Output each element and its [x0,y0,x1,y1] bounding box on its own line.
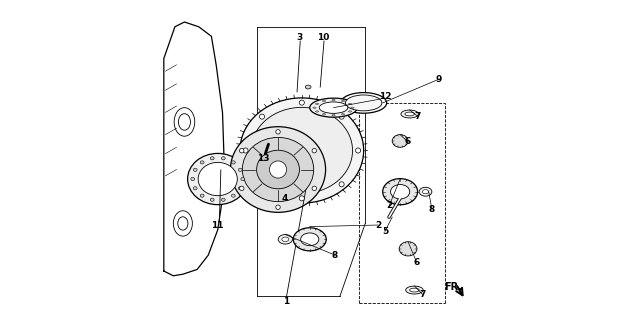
Text: 1: 1 [283,297,289,306]
Ellipse shape [342,100,345,102]
Ellipse shape [406,286,423,294]
Ellipse shape [278,235,292,244]
Circle shape [299,100,304,105]
Circle shape [260,114,265,119]
Ellipse shape [241,178,245,180]
Circle shape [339,114,344,119]
Ellipse shape [240,98,364,203]
Ellipse shape [293,228,326,251]
Text: 3: 3 [296,33,303,42]
Ellipse shape [422,190,429,194]
Ellipse shape [191,178,194,180]
Circle shape [339,182,344,187]
Text: 8: 8 [429,205,435,214]
Circle shape [312,148,316,153]
Ellipse shape [348,111,352,112]
Ellipse shape [221,198,225,201]
Text: 9: 9 [436,75,442,84]
Ellipse shape [316,111,319,112]
Circle shape [240,148,244,153]
Text: 4: 4 [281,194,287,203]
Ellipse shape [305,85,311,89]
Ellipse shape [401,110,418,118]
Ellipse shape [345,95,382,111]
Text: 7: 7 [420,290,426,299]
Text: FR.: FR. [445,282,462,292]
Ellipse shape [323,114,326,115]
Ellipse shape [257,150,299,189]
Ellipse shape [323,100,326,102]
Ellipse shape [419,187,432,196]
Text: 8: 8 [332,251,338,260]
Ellipse shape [193,168,197,172]
Ellipse shape [238,168,242,172]
Ellipse shape [392,135,408,147]
Ellipse shape [282,237,289,242]
Circle shape [240,186,244,191]
Text: 12: 12 [379,92,391,101]
Text: 6: 6 [413,258,420,267]
Ellipse shape [301,233,319,246]
Ellipse shape [251,108,352,194]
Circle shape [276,130,281,134]
Ellipse shape [320,102,348,113]
Ellipse shape [391,185,409,199]
Ellipse shape [342,114,345,115]
Ellipse shape [351,107,354,108]
Circle shape [243,148,248,153]
Circle shape [269,161,287,178]
Circle shape [276,205,281,209]
Ellipse shape [332,115,335,116]
Ellipse shape [309,98,357,117]
Ellipse shape [200,161,204,164]
Ellipse shape [399,242,417,256]
Ellipse shape [221,157,225,160]
Ellipse shape [313,107,316,108]
Text: 10: 10 [317,33,330,42]
Text: 7: 7 [415,112,421,121]
Ellipse shape [341,92,387,113]
Ellipse shape [238,187,242,190]
Ellipse shape [198,162,237,196]
Ellipse shape [187,153,248,205]
Ellipse shape [231,194,235,197]
Ellipse shape [332,100,335,101]
Ellipse shape [409,288,419,292]
Ellipse shape [210,198,214,201]
Ellipse shape [382,179,418,205]
Ellipse shape [230,127,326,212]
Ellipse shape [405,112,415,116]
Ellipse shape [242,137,314,202]
Circle shape [312,186,316,191]
Text: 13: 13 [257,154,269,163]
Text: 2: 2 [386,202,392,211]
Text: 2: 2 [375,220,381,229]
Ellipse shape [316,103,319,105]
Circle shape [260,182,265,187]
Ellipse shape [348,103,352,105]
Ellipse shape [210,157,214,160]
Circle shape [355,148,360,153]
Ellipse shape [231,161,235,164]
Text: 11: 11 [211,220,224,229]
Ellipse shape [193,187,197,190]
Text: 5: 5 [382,227,388,236]
Text: 6: 6 [404,137,411,146]
Ellipse shape [200,194,204,197]
Circle shape [299,196,304,201]
